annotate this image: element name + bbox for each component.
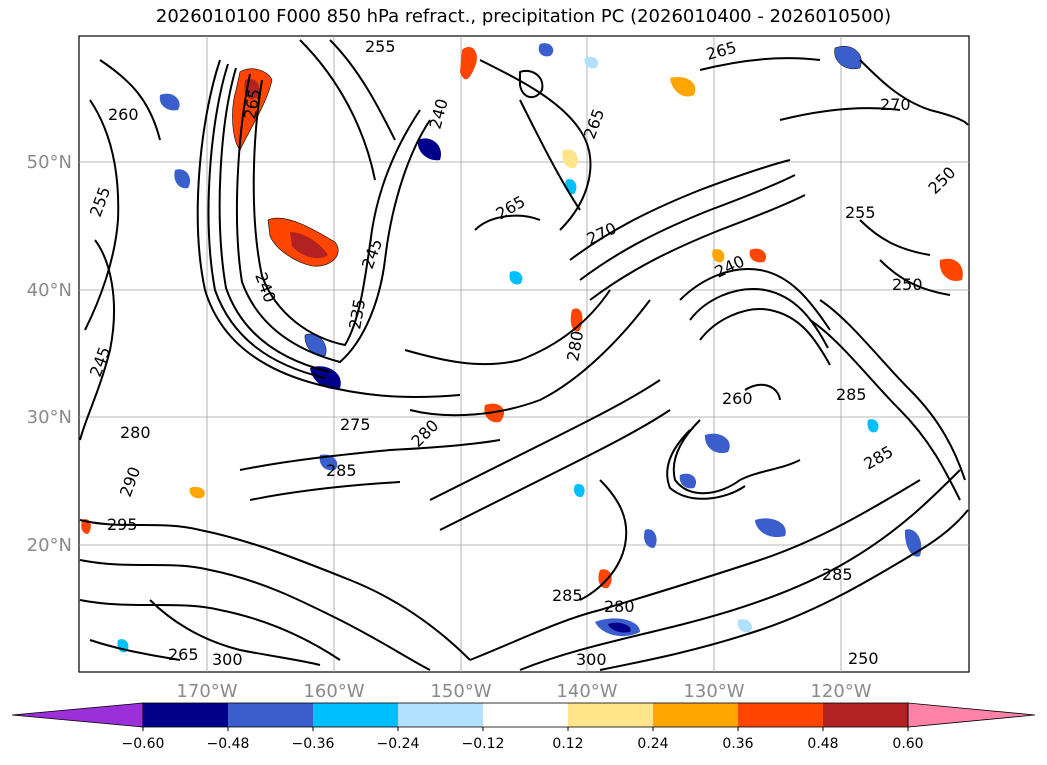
precip-negative-patch	[310, 366, 341, 389]
graticule	[79, 36, 969, 672]
colorbar-label: −0.24	[377, 736, 420, 752]
colorbar-label: 0.24	[637, 736, 668, 752]
precip-positive-patch	[712, 249, 725, 263]
lon-label: 170°W	[176, 681, 237, 702]
colorbar-bin	[823, 703, 908, 727]
lon-label: 140°W	[556, 681, 617, 702]
lat-label: 40°N	[27, 280, 72, 301]
colorbar-bin	[738, 703, 823, 727]
colorbar-label: 0.12	[552, 736, 583, 752]
contour-label: 255	[365, 37, 396, 56]
precip-positive-patch	[460, 46, 477, 80]
colorbar: −0.60 −0.48 −0.36 −0.24 −0.12 0.12 0.24 0.36 0.4…	[11, 702, 1036, 752]
precip-positive-patch	[290, 232, 328, 259]
contour-label: 285	[836, 385, 867, 404]
contour-label: 300	[576, 650, 607, 669]
precip-negative-patch	[755, 518, 786, 538]
colorbar-bin	[653, 703, 738, 727]
contour-label: 295	[107, 515, 138, 534]
precip-positive-patch	[562, 149, 578, 169]
contour-label: 285	[326, 461, 357, 480]
lon-label: 150°W	[430, 681, 491, 702]
contour-label: 255	[845, 203, 876, 222]
precip-negative-patch	[737, 619, 753, 633]
colorbar-bin	[313, 703, 398, 727]
lat-label: 30°N	[27, 407, 72, 428]
colorbar-label: 0.36	[722, 736, 753, 752]
contour-label: 300	[212, 650, 243, 669]
precip-negative-patch	[538, 43, 554, 57]
precip-negative-patch	[834, 46, 862, 70]
lat-label: 50°N	[27, 152, 72, 173]
colorbar-bin	[568, 703, 653, 727]
colorbar-bin	[398, 703, 483, 727]
colorbar-bin	[483, 703, 568, 727]
precip-negative-patch	[159, 93, 180, 111]
contour-label: 270	[880, 95, 911, 114]
contour-label: 285	[822, 565, 853, 584]
precip-negative-patch	[417, 138, 441, 161]
precip-negative-patch	[319, 454, 338, 471]
longitude-labels: 170°W 160°W 150°W 140°W 130°W 120°W	[176, 681, 871, 702]
precip-negative-patch	[608, 622, 631, 633]
colorbar-label: −0.36	[292, 736, 335, 752]
map-panel: 255 265 265 270 260 265 255 250 245 240 …	[78, 35, 970, 673]
contour-label: 280	[120, 423, 151, 442]
colorbar-label: −0.48	[207, 736, 250, 752]
contour-label: 275	[340, 415, 371, 434]
precip-negative-patch	[174, 169, 191, 189]
lon-label: 130°W	[683, 681, 744, 702]
colorbar-label: 0.60	[892, 736, 923, 752]
colorbar-extend-min	[11, 702, 144, 728]
colorbar-bin	[228, 703, 313, 727]
precip-positive-patch	[189, 486, 205, 499]
contour-label: 265	[168, 645, 199, 664]
contour-label: 280	[604, 597, 635, 616]
colorbar-border	[142, 702, 909, 728]
colorbar-label: −0.12	[462, 736, 505, 752]
precip-negative-patch	[704, 433, 730, 454]
contour-label: 250	[892, 275, 923, 294]
colorbar-label: 0.48	[807, 736, 838, 752]
colorbar-bin	[143, 703, 228, 727]
precip-patches	[81, 43, 963, 653]
precip-positive-patch	[670, 76, 696, 97]
map-title: 2026010100 F000 850 hPa refract., precip…	[155, 6, 892, 27]
lat-label: 20°N	[27, 535, 72, 556]
precip-negative-patch	[867, 419, 879, 433]
precip-positive-patch	[749, 248, 767, 263]
precip-negative-patch	[904, 529, 922, 557]
contour-label: 250	[848, 649, 879, 668]
precip-negative-patch	[584, 56, 599, 69]
precip-negative-patch	[573, 484, 585, 498]
latitude-labels: 50°N 40°N 30°N 20°N	[27, 152, 72, 556]
lon-label: 120°W	[810, 681, 871, 702]
contour-label: 260	[108, 105, 139, 124]
contour-label: 285	[552, 586, 583, 605]
precip-positive-patch	[939, 258, 963, 281]
contour-label: 260	[722, 389, 753, 408]
precip-negative-patch	[509, 271, 523, 285]
precip-negative-patch	[679, 473, 697, 489]
precip-negative-patch	[644, 529, 657, 548]
lon-label: 160°W	[303, 681, 364, 702]
refractivity-contours	[79, 39, 969, 671]
colorbar-label: −0.60	[122, 736, 165, 752]
colorbar-extend-max	[907, 702, 1036, 728]
